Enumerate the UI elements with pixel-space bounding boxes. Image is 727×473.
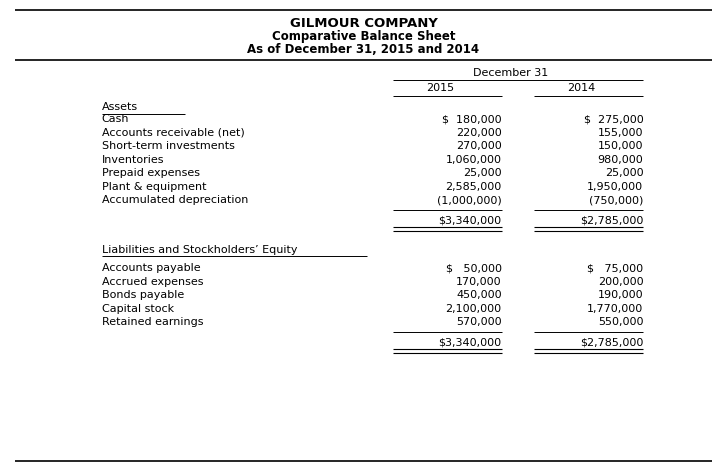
Text: Plant & equipment: Plant & equipment	[102, 182, 206, 192]
Text: $3,340,000: $3,340,000	[438, 337, 502, 348]
Text: Retained earnings: Retained earnings	[102, 317, 204, 327]
Text: 25,000: 25,000	[605, 168, 643, 178]
Text: Accounts receivable (net): Accounts receivable (net)	[102, 128, 244, 138]
Text: (750,000): (750,000)	[589, 195, 643, 205]
Text: 1,950,000: 1,950,000	[587, 182, 643, 192]
Text: Bonds payable: Bonds payable	[102, 290, 184, 300]
Text: 2014: 2014	[568, 83, 595, 94]
Text: Liabilities and Stockholders’ Equity: Liabilities and Stockholders’ Equity	[102, 245, 297, 254]
Text: $  275,000: $ 275,000	[584, 114, 643, 124]
Text: 200,000: 200,000	[598, 277, 643, 287]
Text: $2,785,000: $2,785,000	[580, 337, 643, 348]
Text: $   50,000: $ 50,000	[446, 263, 502, 273]
Text: 2,100,000: 2,100,000	[446, 304, 502, 314]
Text: Accounts payable: Accounts payable	[102, 263, 201, 273]
Text: Short-term investments: Short-term investments	[102, 141, 235, 151]
Text: 150,000: 150,000	[598, 141, 643, 151]
Text: 2,585,000: 2,585,000	[446, 182, 502, 192]
Text: Accumulated depreciation: Accumulated depreciation	[102, 195, 248, 205]
Text: 980,000: 980,000	[598, 155, 643, 165]
Text: 2015: 2015	[426, 83, 454, 94]
Text: December 31: December 31	[473, 68, 548, 78]
Text: Accrued expenses: Accrued expenses	[102, 277, 204, 287]
Text: 155,000: 155,000	[598, 128, 643, 138]
Text: 170,000: 170,000	[456, 277, 502, 287]
Text: Assets: Assets	[102, 102, 138, 113]
Text: 550,000: 550,000	[598, 317, 643, 327]
Text: 25,000: 25,000	[463, 168, 502, 178]
Text: 570,000: 570,000	[456, 317, 502, 327]
Text: Comparative Balance Sheet: Comparative Balance Sheet	[272, 30, 455, 44]
Text: As of December 31, 2015 and 2014: As of December 31, 2015 and 2014	[247, 43, 480, 56]
Text: 1,060,000: 1,060,000	[446, 155, 502, 165]
Text: $  180,000: $ 180,000	[442, 114, 502, 124]
Text: 220,000: 220,000	[456, 128, 502, 138]
Text: 270,000: 270,000	[456, 141, 502, 151]
Text: Prepaid expenses: Prepaid expenses	[102, 168, 200, 178]
Text: $2,785,000: $2,785,000	[580, 215, 643, 225]
Text: 190,000: 190,000	[598, 290, 643, 300]
Text: (1,000,000): (1,000,000)	[437, 195, 502, 205]
Text: 450,000: 450,000	[456, 290, 502, 300]
Text: Cash: Cash	[102, 114, 129, 124]
Text: GILMOUR COMPANY: GILMOUR COMPANY	[289, 17, 438, 30]
Text: $3,340,000: $3,340,000	[438, 215, 502, 225]
Text: Inventories: Inventories	[102, 155, 164, 165]
Text: Capital stock: Capital stock	[102, 304, 174, 314]
Text: $   75,000: $ 75,000	[587, 263, 643, 273]
Text: 1,770,000: 1,770,000	[587, 304, 643, 314]
